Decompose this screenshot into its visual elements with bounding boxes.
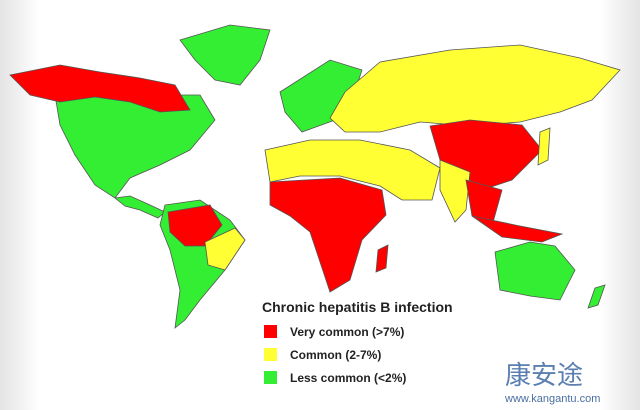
japan [537, 127, 551, 166]
new-zealand [587, 284, 606, 309]
greenland [179, 24, 271, 86]
legend-swatch [264, 348, 277, 361]
madagascar [375, 244, 389, 273]
legend-swatch [264, 371, 277, 384]
legend-label: Very common (>7%) [290, 325, 404, 339]
east-brazil [204, 227, 246, 271]
arctic-north-america [9, 64, 191, 113]
legend-title: Chronic hepatitis B infection [262, 299, 453, 315]
central-america [114, 195, 166, 219]
watermark-name: 康安途 [505, 361, 583, 391]
legend-swatch [264, 325, 277, 338]
legend-label: Common (2-7%) [290, 348, 381, 362]
north-africa-middle-east [264, 139, 441, 201]
legend: Very common (>7%) Common (2-7%) Less commo… [264, 325, 406, 385]
amazon [167, 204, 223, 247]
indonesia [471, 215, 564, 243]
regions [9, 24, 621, 329]
watermark-url: www.kangantu.com [504, 393, 600, 405]
legend-label: Less common (<2%) [290, 371, 406, 385]
india [439, 159, 471, 223]
australia [494, 241, 576, 301]
north-asia [329, 44, 621, 133]
sub-saharan-africa [269, 177, 387, 293]
